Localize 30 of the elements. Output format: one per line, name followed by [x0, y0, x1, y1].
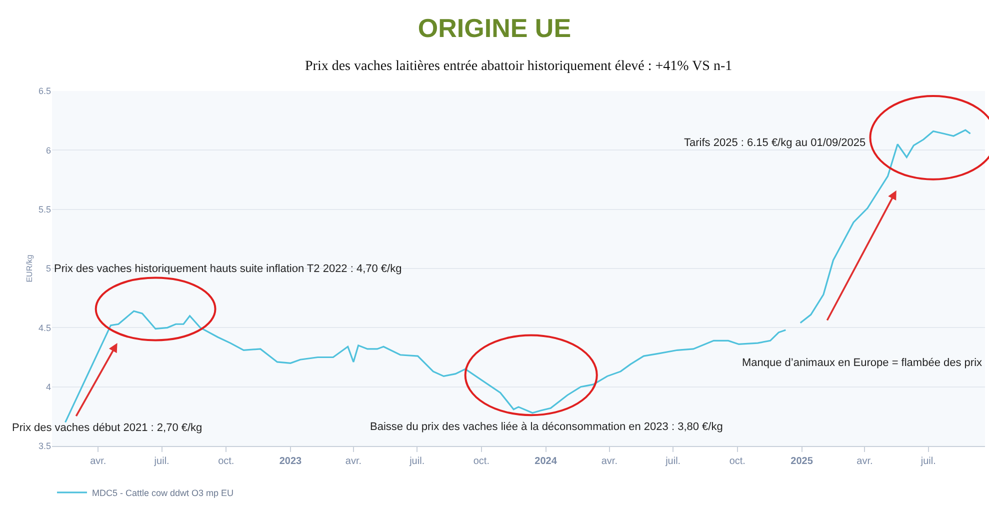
x-tick-label: 2025 [790, 456, 814, 467]
annotation: Prix des vaches début 2021 : 2,70 €/kg [12, 422, 202, 434]
annotation: Baisse du prix des vaches liée à la déconsommation en 2023 : 3,80 €/kg [370, 421, 723, 433]
x-tick-label: avr. [90, 456, 106, 467]
chart-subtitle: Prix des vaches laitières entrée abattoir historiquement élevé : +41% VS n-1 [305, 59, 732, 74]
y-tick-label: 4.5 [38, 322, 51, 333]
annotation: Manque d’animaux en Europe = flambée des prix [742, 357, 983, 369]
x-tick-label: oct. [473, 456, 490, 467]
x-tick-label: oct. [218, 456, 234, 467]
legend-label: MDC5 - Cattle cow ddwt O3 mp EU [92, 488, 234, 498]
x-tick-label: avr. [601, 456, 618, 467]
chart-title: ORIGINE UE [418, 13, 572, 44]
x-tick-label: avr. [345, 456, 362, 467]
y-tick-label: 5 [46, 264, 51, 274]
y-tick-label: 3.5 [38, 441, 51, 452]
y-axis-title: EUR/kg [25, 254, 34, 282]
y-tick-label: 5.5 [38, 204, 51, 214]
x-tick-label: juil. [664, 456, 681, 467]
x-tick-label: juil. [920, 456, 936, 467]
y-tick-label: 6.5 [38, 86, 51, 96]
x-tick-label: juil. [153, 456, 170, 467]
annotation: Tarifs 2025 : 6.15 €/kg au 01/09/2025 [684, 137, 866, 149]
x-tick-label: juil. [408, 456, 425, 467]
x-tick-label: avr. [856, 456, 873, 467]
x-tick-label: oct. [729, 456, 746, 467]
x-tick-label: 2024 [534, 456, 558, 467]
y-tick-label: 4 [46, 382, 51, 392]
x-tick-label: 2023 [279, 456, 302, 467]
y-tick-label: 6 [46, 145, 51, 156]
annotation: Prix des vaches historiquement hauts suite inflation T2 2022 : 4,70 €/kg [54, 263, 402, 275]
